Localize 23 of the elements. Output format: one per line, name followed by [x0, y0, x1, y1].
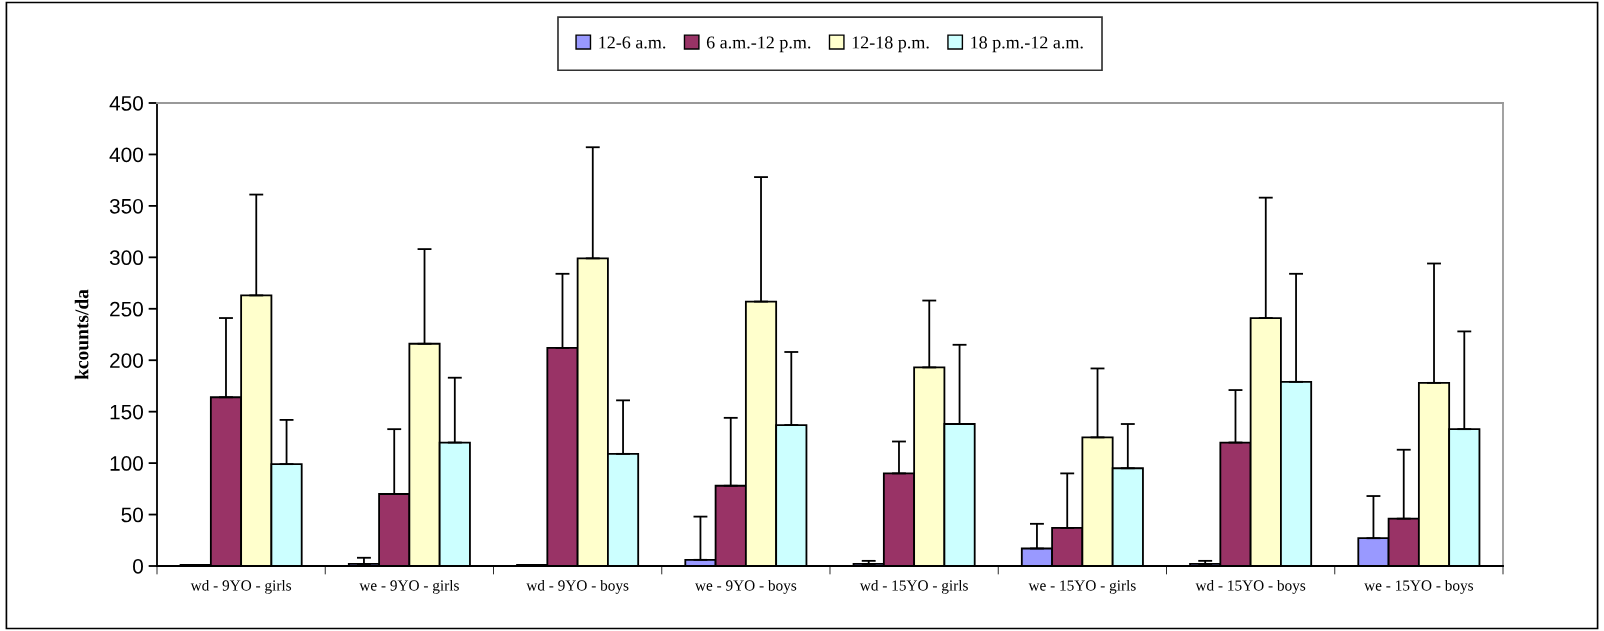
x-tick-label: wd - 15YO - girls	[859, 579, 968, 594]
legend-label: 12-6 a.m.	[599, 36, 666, 49]
x-tick-label: wd - 15YO - boys	[1195, 579, 1306, 594]
y-tick-label: 350	[109, 198, 143, 214]
legend-label: 6 a.m.-12 p.m.	[706, 36, 811, 53]
x-tick-label: wd - 9YO - girls	[190, 579, 292, 594]
y-tick-label: 250	[110, 301, 143, 317]
legend-label: 18 p.m.-12 a.m.	[971, 36, 1083, 53]
y-tick-label: 200	[110, 353, 143, 368]
y-tick-label: 0	[133, 559, 143, 574]
x-tick-label: we - 9YO - girls	[359, 579, 459, 594]
y-axis-title: kcounts/da	[74, 289, 89, 380]
y-tick-label: 300	[109, 250, 143, 266]
y-tick-label: 400	[109, 147, 143, 163]
legend-label: 12-18 p.m.	[852, 36, 929, 53]
x-tick-label: we - 15YO - boys	[1364, 579, 1474, 594]
y-tick-label: 50	[121, 507, 143, 523]
y-tick-label: 450	[109, 96, 143, 111]
y-tick-label: 150	[110, 404, 143, 420]
x-tick-label: wd - 9YO - boys	[526, 579, 629, 594]
x-tick-label: we - 9YO - boys	[694, 579, 797, 594]
y-tick-label: 100	[110, 456, 143, 471]
x-tick-label: we - 15YO - girls	[1028, 579, 1136, 594]
